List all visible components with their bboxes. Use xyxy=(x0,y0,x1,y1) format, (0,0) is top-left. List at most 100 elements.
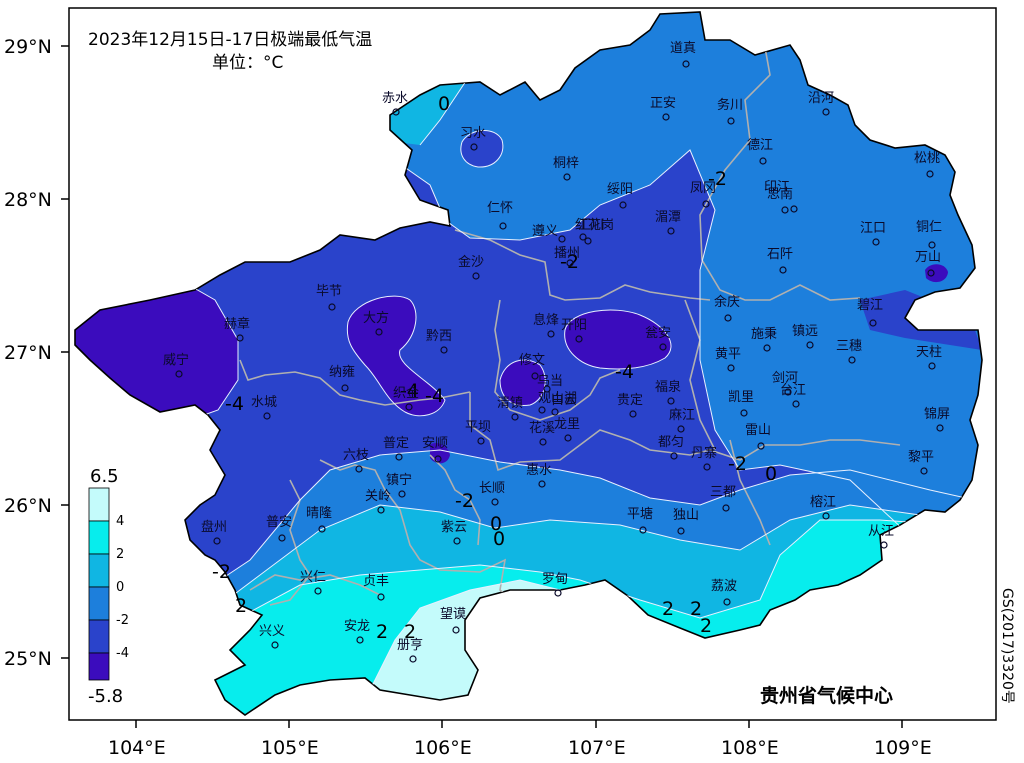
contour-label: -2 xyxy=(212,561,231,583)
city-marker xyxy=(271,641,279,649)
city-marker xyxy=(806,341,814,349)
city-label: 开阳 xyxy=(561,318,587,333)
city-marker xyxy=(639,526,647,534)
contour-label: -4 xyxy=(225,393,244,415)
city-marker xyxy=(619,201,627,209)
city-label: 播州 xyxy=(554,246,580,261)
city-label: 台江 xyxy=(780,383,806,398)
map-title: 2023年12月15日-17日极端最低气温 xyxy=(88,30,372,50)
city-marker xyxy=(702,200,710,208)
city-label: 长顺 xyxy=(479,481,505,496)
city-label: 水城 xyxy=(251,395,277,410)
contour-label: 0 xyxy=(765,463,777,485)
city-label: 红花岗 xyxy=(575,217,614,233)
city-marker xyxy=(558,235,566,243)
city-marker xyxy=(434,455,442,463)
city-label: 金沙 xyxy=(458,254,484,270)
contour-label: 0 xyxy=(490,513,502,535)
city-marker xyxy=(314,587,322,595)
city-marker xyxy=(740,409,748,417)
city-label: 余庆 xyxy=(714,294,740,310)
color-legend: 6.5 4 2 0 -2 -4 -5.8 xyxy=(88,466,129,707)
city-marker xyxy=(543,385,551,393)
contour-label: -4 xyxy=(615,361,634,383)
city-marker xyxy=(554,589,562,597)
city-marker xyxy=(703,463,711,471)
city-marker xyxy=(629,410,637,418)
city-marker xyxy=(395,453,403,461)
city-marker xyxy=(936,424,944,432)
city-marker xyxy=(677,527,685,535)
city-label: 关岭 xyxy=(365,489,391,504)
city-label: 息烽 xyxy=(533,312,559,328)
city-marker xyxy=(662,113,670,121)
city-label: 天柱 xyxy=(916,345,942,360)
city-marker xyxy=(491,498,499,506)
city-marker xyxy=(822,512,830,520)
city-marker xyxy=(375,328,383,336)
city-marker xyxy=(538,480,546,488)
city-marker xyxy=(822,108,830,116)
contour-label: 2 xyxy=(404,621,416,643)
city-marker xyxy=(538,406,546,414)
city-marker xyxy=(682,60,690,68)
city-label: 道真 xyxy=(670,41,696,56)
axis-ticks xyxy=(61,45,903,728)
x-tick-labels: 104°E 105°E 106°E 107°E 108°E 109°E xyxy=(108,737,932,759)
city-label: 织金 xyxy=(393,385,419,401)
city-marker xyxy=(213,537,221,545)
city-label: 江口 xyxy=(860,221,886,236)
city-label: 遵义 xyxy=(532,223,558,239)
contour-label: -2 xyxy=(560,251,579,273)
city-label: 仁怀 xyxy=(487,201,513,216)
city-marker xyxy=(452,626,460,634)
city-marker xyxy=(667,397,675,405)
city-label: 兴义 xyxy=(259,624,285,639)
contour-label: -4 xyxy=(425,385,444,407)
city-marker xyxy=(677,425,685,433)
city-marker xyxy=(926,170,934,178)
province-boundary xyxy=(74,11,983,716)
city-marker xyxy=(175,370,183,378)
city-label: 平塘 xyxy=(627,506,653,522)
city-label: 碧江 xyxy=(857,298,883,313)
city-marker xyxy=(564,434,572,442)
city-marker xyxy=(566,259,574,267)
x-tick-label: 104°E xyxy=(108,737,166,759)
legend-swatch-0-2 xyxy=(88,553,110,588)
map-approval-code: GS(2017)3320号 xyxy=(999,588,1015,704)
legend-swatch-neg2-0 xyxy=(88,586,110,621)
city-marker xyxy=(328,303,336,311)
city-label: 都匀 xyxy=(658,435,684,450)
city-marker xyxy=(575,335,583,343)
contour-label: 0 xyxy=(493,528,505,550)
city-marker xyxy=(790,205,798,213)
city-label: 沿河 xyxy=(808,91,834,106)
contour-label: -4 xyxy=(400,380,419,402)
contour-label: 2 xyxy=(700,615,712,637)
city-label: 普定 xyxy=(383,436,409,451)
band-below-neg4-west xyxy=(75,280,238,420)
city-label: 石阡 xyxy=(767,247,793,262)
contour-label: 2 xyxy=(376,621,388,643)
city-marker xyxy=(584,237,592,245)
legend-level-label: 0 xyxy=(116,580,124,595)
city-label: 剑河 xyxy=(772,370,798,386)
legend-max-label: 6.5 xyxy=(90,466,119,487)
city-label: 紫云 xyxy=(441,520,467,535)
city-marker xyxy=(236,334,244,342)
x-tick-label: 106°E xyxy=(414,737,472,759)
city-marker xyxy=(659,343,667,351)
city-marker xyxy=(470,143,478,151)
city-label: 乌当 xyxy=(537,373,563,389)
city-marker xyxy=(724,314,732,322)
city-marker xyxy=(551,408,559,416)
city-marker xyxy=(531,372,539,380)
band-below-neg4-xiuwen xyxy=(500,360,546,406)
legend-min-label: -5.8 xyxy=(88,686,123,707)
city-marker xyxy=(723,598,731,606)
city-label: 湄潭 xyxy=(655,210,681,225)
city-marker xyxy=(477,437,485,445)
x-tick-label: 107°E xyxy=(568,737,626,759)
city-label: 汇川 xyxy=(578,218,604,233)
